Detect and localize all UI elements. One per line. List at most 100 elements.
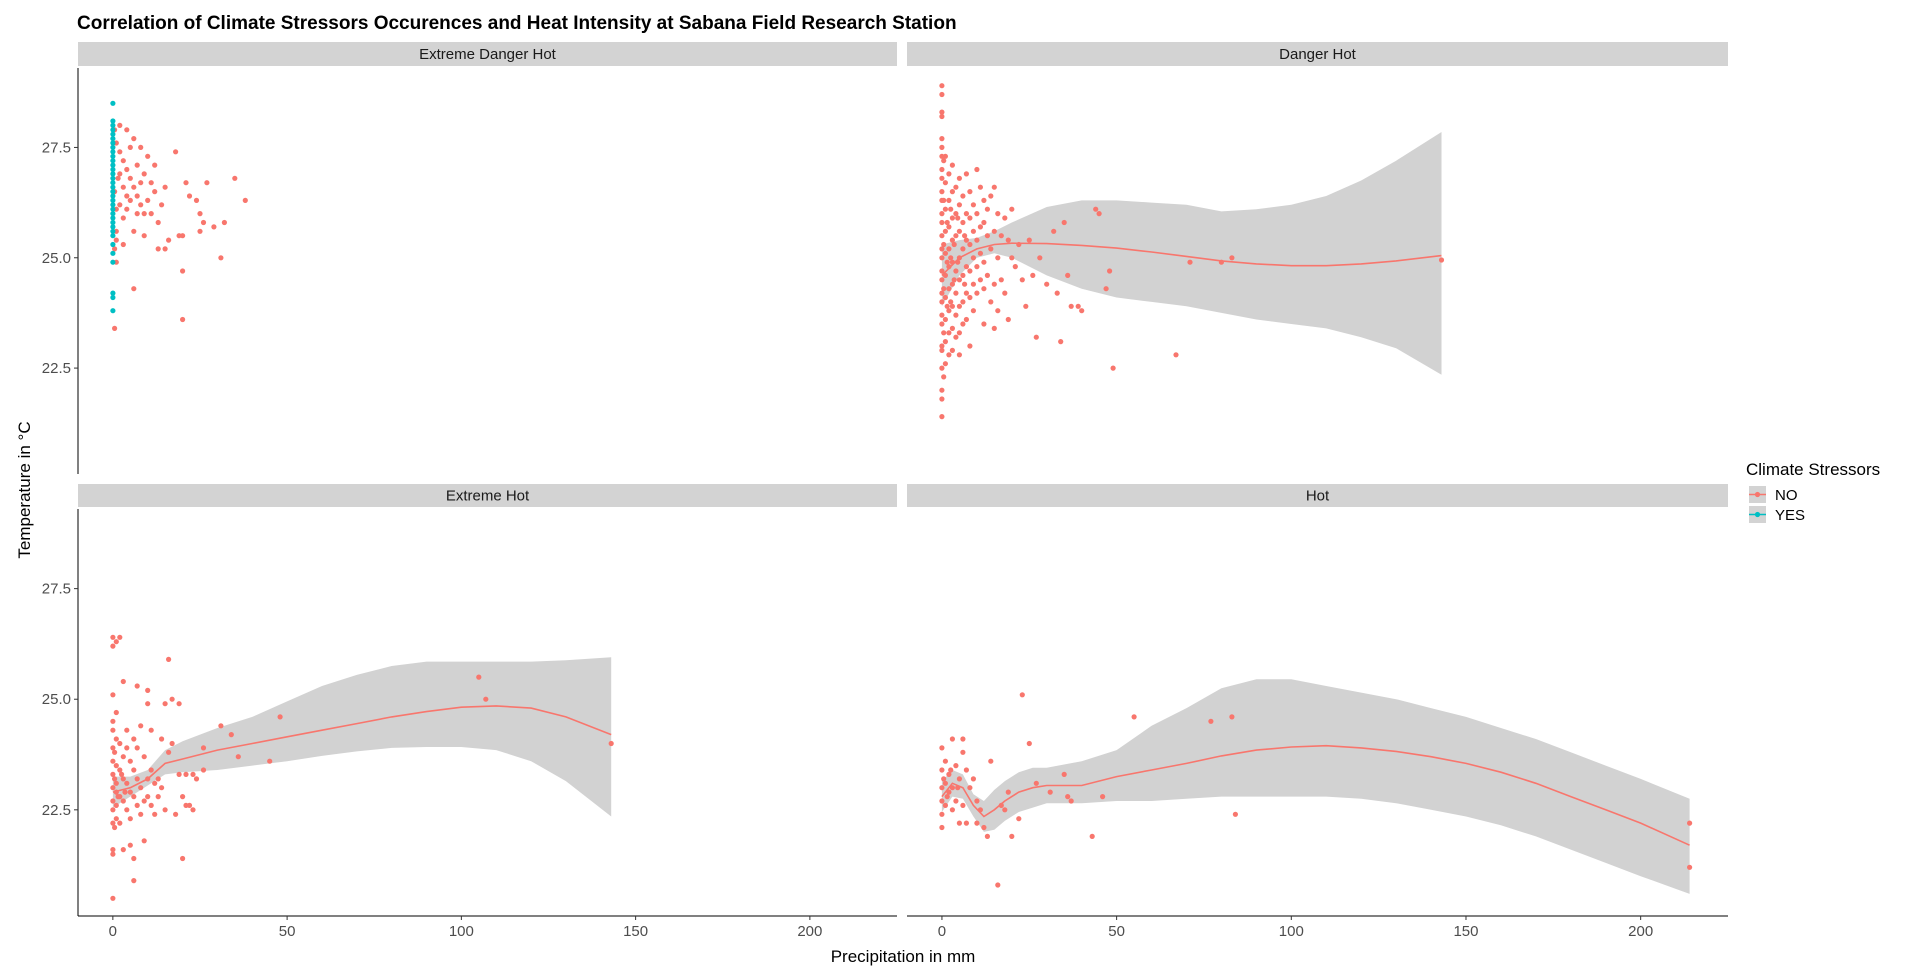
data-point-no <box>942 361 949 367</box>
data-point-no <box>267 758 273 764</box>
data-point-no <box>956 330 963 336</box>
data-point-no <box>183 180 189 186</box>
data-point-no <box>949 281 956 287</box>
data-point-no <box>152 780 158 786</box>
data-point-no <box>946 171 952 177</box>
data-point-no <box>110 798 116 804</box>
data-point-no <box>152 162 158 168</box>
data-point-no <box>1009 206 1015 212</box>
data-point-no <box>134 802 140 809</box>
data-point-no <box>944 794 950 800</box>
data-point-no <box>953 798 959 804</box>
data-point-no <box>977 250 984 256</box>
data-point-no <box>127 144 133 150</box>
data-point-no <box>948 255 954 261</box>
data-point-no <box>967 268 973 274</box>
data-point-no <box>977 224 984 230</box>
x-tick-label: 0 <box>938 923 946 940</box>
data-point-no <box>138 202 144 208</box>
data-point-no <box>981 219 987 226</box>
data-point-no <box>113 780 119 786</box>
data-point-no <box>113 802 119 809</box>
data-point-no <box>134 745 140 751</box>
data-point-no <box>988 758 994 764</box>
data-point-no <box>939 767 945 773</box>
data-point-no <box>120 776 126 782</box>
data-point-yes <box>110 294 116 301</box>
data-point-no <box>1079 308 1085 314</box>
data-point-no <box>960 193 966 199</box>
data-point-no <box>124 127 130 133</box>
data-point-no <box>155 776 161 782</box>
data-point-no <box>939 798 945 804</box>
data-point-no <box>991 228 997 234</box>
data-point-no <box>112 246 118 252</box>
facet-strip <box>907 484 1728 507</box>
legend-label: YES <box>1775 507 1805 524</box>
data-point-no <box>127 816 133 822</box>
data-point-no <box>963 171 970 177</box>
data-point-no <box>1058 339 1064 345</box>
data-point-no <box>942 294 949 301</box>
data-point-no <box>981 824 987 831</box>
data-point-no <box>939 321 945 327</box>
data-point-no <box>953 268 959 274</box>
data-point-no <box>166 656 172 663</box>
x-tick-label: 200 <box>1628 923 1653 940</box>
data-point-no <box>967 785 973 791</box>
data-point-no <box>984 206 991 212</box>
y-axis-title: Temperature in °C <box>15 421 34 558</box>
data-point-yes <box>110 206 116 212</box>
data-point-no <box>1033 334 1039 340</box>
data-point-no <box>939 745 945 751</box>
data-point-no <box>974 798 980 804</box>
data-point-no <box>190 807 196 813</box>
data-point-yes <box>110 215 116 221</box>
data-point-no <box>974 820 980 826</box>
data-point-no <box>949 325 956 331</box>
data-point-no <box>117 767 123 773</box>
data-point-no <box>138 723 144 729</box>
data-point-no <box>949 736 956 742</box>
data-point-no <box>941 241 947 248</box>
data-point-no <box>1061 771 1067 778</box>
data-point-no <box>939 197 945 203</box>
data-point-no <box>1019 277 1025 283</box>
data-point-no <box>180 316 186 323</box>
data-point-no <box>956 202 963 208</box>
data-point-no <box>162 807 168 813</box>
x-tick-label: 150 <box>1453 923 1478 940</box>
data-point-no <box>145 701 151 707</box>
data-point-no <box>939 290 945 296</box>
data-point-no <box>942 802 949 809</box>
data-point-no <box>110 727 116 733</box>
confidence-ribbon <box>112 657 612 817</box>
data-point-no <box>1065 794 1071 800</box>
data-point-no <box>476 674 482 680</box>
data-point-no <box>134 776 140 782</box>
data-point-no <box>939 387 945 393</box>
data-point-yes <box>110 193 116 199</box>
data-point-no <box>1438 257 1445 263</box>
data-point-no <box>970 776 977 782</box>
data-point-no <box>974 237 980 243</box>
data-point-no <box>1208 718 1214 724</box>
data-point-no <box>967 294 973 301</box>
data-point-no <box>180 794 186 800</box>
data-point-yes <box>110 127 116 133</box>
data-point-no <box>127 197 133 203</box>
data-point-no <box>949 237 956 243</box>
data-point-no <box>183 771 189 778</box>
data-point-no <box>984 833 991 840</box>
data-point-yes <box>110 228 116 234</box>
data-point-no <box>131 855 137 862</box>
panel-danger-hot: Danger Hot <box>907 42 1728 420</box>
data-point-yes <box>110 241 116 248</box>
data-point-no <box>939 824 945 831</box>
data-point-no <box>141 211 147 217</box>
data-point-no <box>944 303 950 309</box>
data-point-no <box>1005 316 1011 323</box>
data-point-no <box>134 211 140 217</box>
y-tick-label: 22.5 <box>42 802 71 819</box>
data-point-no <box>218 723 224 729</box>
